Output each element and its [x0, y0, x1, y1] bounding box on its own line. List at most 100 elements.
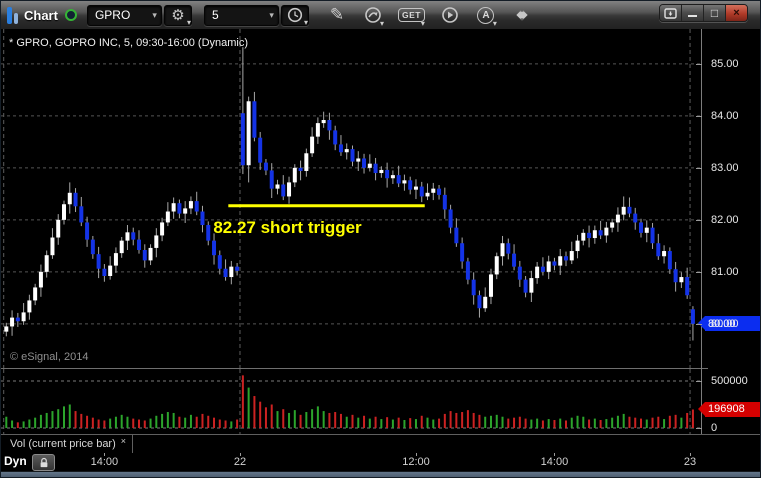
- pencil-icon: ✎: [329, 5, 345, 24]
- a-circle-icon: A: [477, 6, 495, 24]
- volume-bar: [155, 415, 158, 428]
- axis-tick: [696, 63, 702, 65]
- volume-bar: [161, 413, 164, 428]
- volume-bar: [184, 417, 187, 428]
- volume-bar: [126, 416, 129, 428]
- volume-bar: [109, 418, 112, 428]
- playback-button[interactable]: [439, 4, 461, 26]
- close-button[interactable]: ×: [726, 5, 747, 21]
- volume-bar: [86, 415, 89, 428]
- volume-bar: [628, 416, 631, 428]
- volume-bar: [189, 414, 192, 428]
- time-axis-label: 14:00: [90, 456, 119, 468]
- volume-bar: [253, 396, 256, 428]
- price-pane-canvas[interactable]: [1, 29, 701, 368]
- lock-button[interactable]: [32, 454, 55, 471]
- price-axis-label: 80.00: [711, 317, 739, 330]
- volume-bar: [80, 413, 83, 428]
- volume-bar: [22, 421, 25, 428]
- volume-bar: [680, 417, 683, 428]
- volume-bar: [368, 418, 371, 428]
- volume-bar: [138, 419, 141, 428]
- volume-axis[interactable]: 196908 500000 0: [696, 369, 760, 434]
- volume-bar: [282, 409, 285, 428]
- close-icon: ×: [733, 7, 740, 19]
- minimize-button[interactable]: [682, 5, 704, 21]
- price-axis-label: 84.00: [711, 109, 739, 122]
- volume-pane-canvas[interactable]: [1, 369, 701, 434]
- volume-bar: [524, 418, 527, 428]
- chevron-down-icon: ▾: [420, 19, 425, 28]
- volume-bar: [501, 416, 504, 428]
- volume-bar: [236, 419, 239, 428]
- axis-tick: [696, 115, 702, 117]
- volume-bar: [51, 411, 54, 428]
- volume-bar: [276, 411, 279, 428]
- time-axis-label: 14:00: [540, 456, 569, 468]
- dyn-button[interactable]: Dyn: [4, 454, 27, 468]
- volume-bar: [438, 418, 441, 428]
- volume-bar: [622, 413, 625, 428]
- gear-icon: ⚙: [171, 7, 185, 24]
- volume-axis-label: 0: [711, 422, 718, 434]
- undock-button[interactable]: [660, 5, 682, 21]
- volume-bar: [513, 417, 516, 428]
- volume-bar: [426, 417, 429, 428]
- volume-bar: [449, 411, 452, 428]
- volume-bar: [553, 420, 556, 428]
- volume-bar: [293, 410, 296, 428]
- volume-bar: [455, 412, 458, 428]
- titlebar[interactable]: Chart GPRO ▾ ⚙ ▾ 5 ▾ ▾ ✎: [1, 1, 760, 29]
- get-label: GET: [397, 8, 425, 22]
- last-price-tag: 80.00: [698, 316, 760, 332]
- get-data-button[interactable]: GET ▾: [397, 4, 425, 28]
- volume-bar: [432, 419, 435, 428]
- volume-bar: [363, 415, 366, 428]
- tab-close-icon[interactable]: ×: [120, 436, 127, 446]
- trigger-annotation-text[interactable]: 82.27 short trigger: [213, 217, 362, 237]
- chevron-down-icon: ▾: [492, 19, 497, 28]
- volume-bar: [34, 417, 37, 428]
- time-tick: [104, 453, 106, 456]
- chevron-down-icon: ▾: [152, 9, 157, 20]
- volume-bar: [213, 417, 216, 428]
- play-icon: [442, 7, 458, 23]
- axis-tick: [696, 271, 702, 273]
- send-order-button[interactable]: [511, 4, 533, 26]
- jump-to-button[interactable]: ▾: [362, 4, 384, 28]
- lock-icon: [40, 457, 47, 467]
- symbol-settings-button[interactable]: ⚙ ▾: [163, 4, 192, 27]
- volume-bar: [570, 417, 573, 428]
- volume-bar: [634, 417, 637, 428]
- volume-bar: [645, 419, 648, 428]
- symbol-dropdown[interactable]: GPRO ▾: [86, 4, 162, 26]
- tab-volume-indicator[interactable]: Vol (current price bar) ×: [1, 435, 134, 457]
- axis-border: [701, 29, 702, 453]
- volume-bar: [403, 420, 406, 428]
- price-axis[interactable]: 80.00 85.00 84.00 83.00 82.00 81.00 80.00: [696, 29, 760, 369]
- volume-bar: [536, 418, 539, 428]
- diamond-arrows-icon: [516, 9, 528, 21]
- time-tick: [239, 453, 241, 456]
- bottom-window-edge: [1, 471, 760, 477]
- volume-bar: [507, 418, 510, 428]
- maximize-button[interactable]: □: [704, 5, 726, 21]
- volume-bar: [11, 420, 14, 428]
- interval-dropdown[interactable]: 5 ▾: [203, 4, 279, 26]
- volume-bar: [657, 416, 660, 428]
- volume-bar: [132, 418, 135, 428]
- volume-bar: [74, 411, 77, 428]
- price-axis-label: 82.00: [711, 213, 739, 226]
- volume-bar: [345, 416, 348, 428]
- draw-tool-button[interactable]: ✎: [326, 4, 348, 26]
- time-axis[interactable]: Dyn 14:00 22 12:00 14:00 23: [1, 453, 760, 471]
- volume-bar: [466, 410, 469, 428]
- volume-bar: [247, 387, 250, 428]
- volume-bar: [461, 412, 464, 428]
- volume-bar: [605, 419, 608, 428]
- curved-arrow-icon: [365, 7, 381, 23]
- time-template-button[interactable]: ▾: [280, 4, 309, 27]
- pane-divider[interactable]: [1, 368, 708, 369]
- volume-bar: [91, 417, 94, 428]
- auto-trade-button[interactable]: A ▾: [475, 4, 497, 28]
